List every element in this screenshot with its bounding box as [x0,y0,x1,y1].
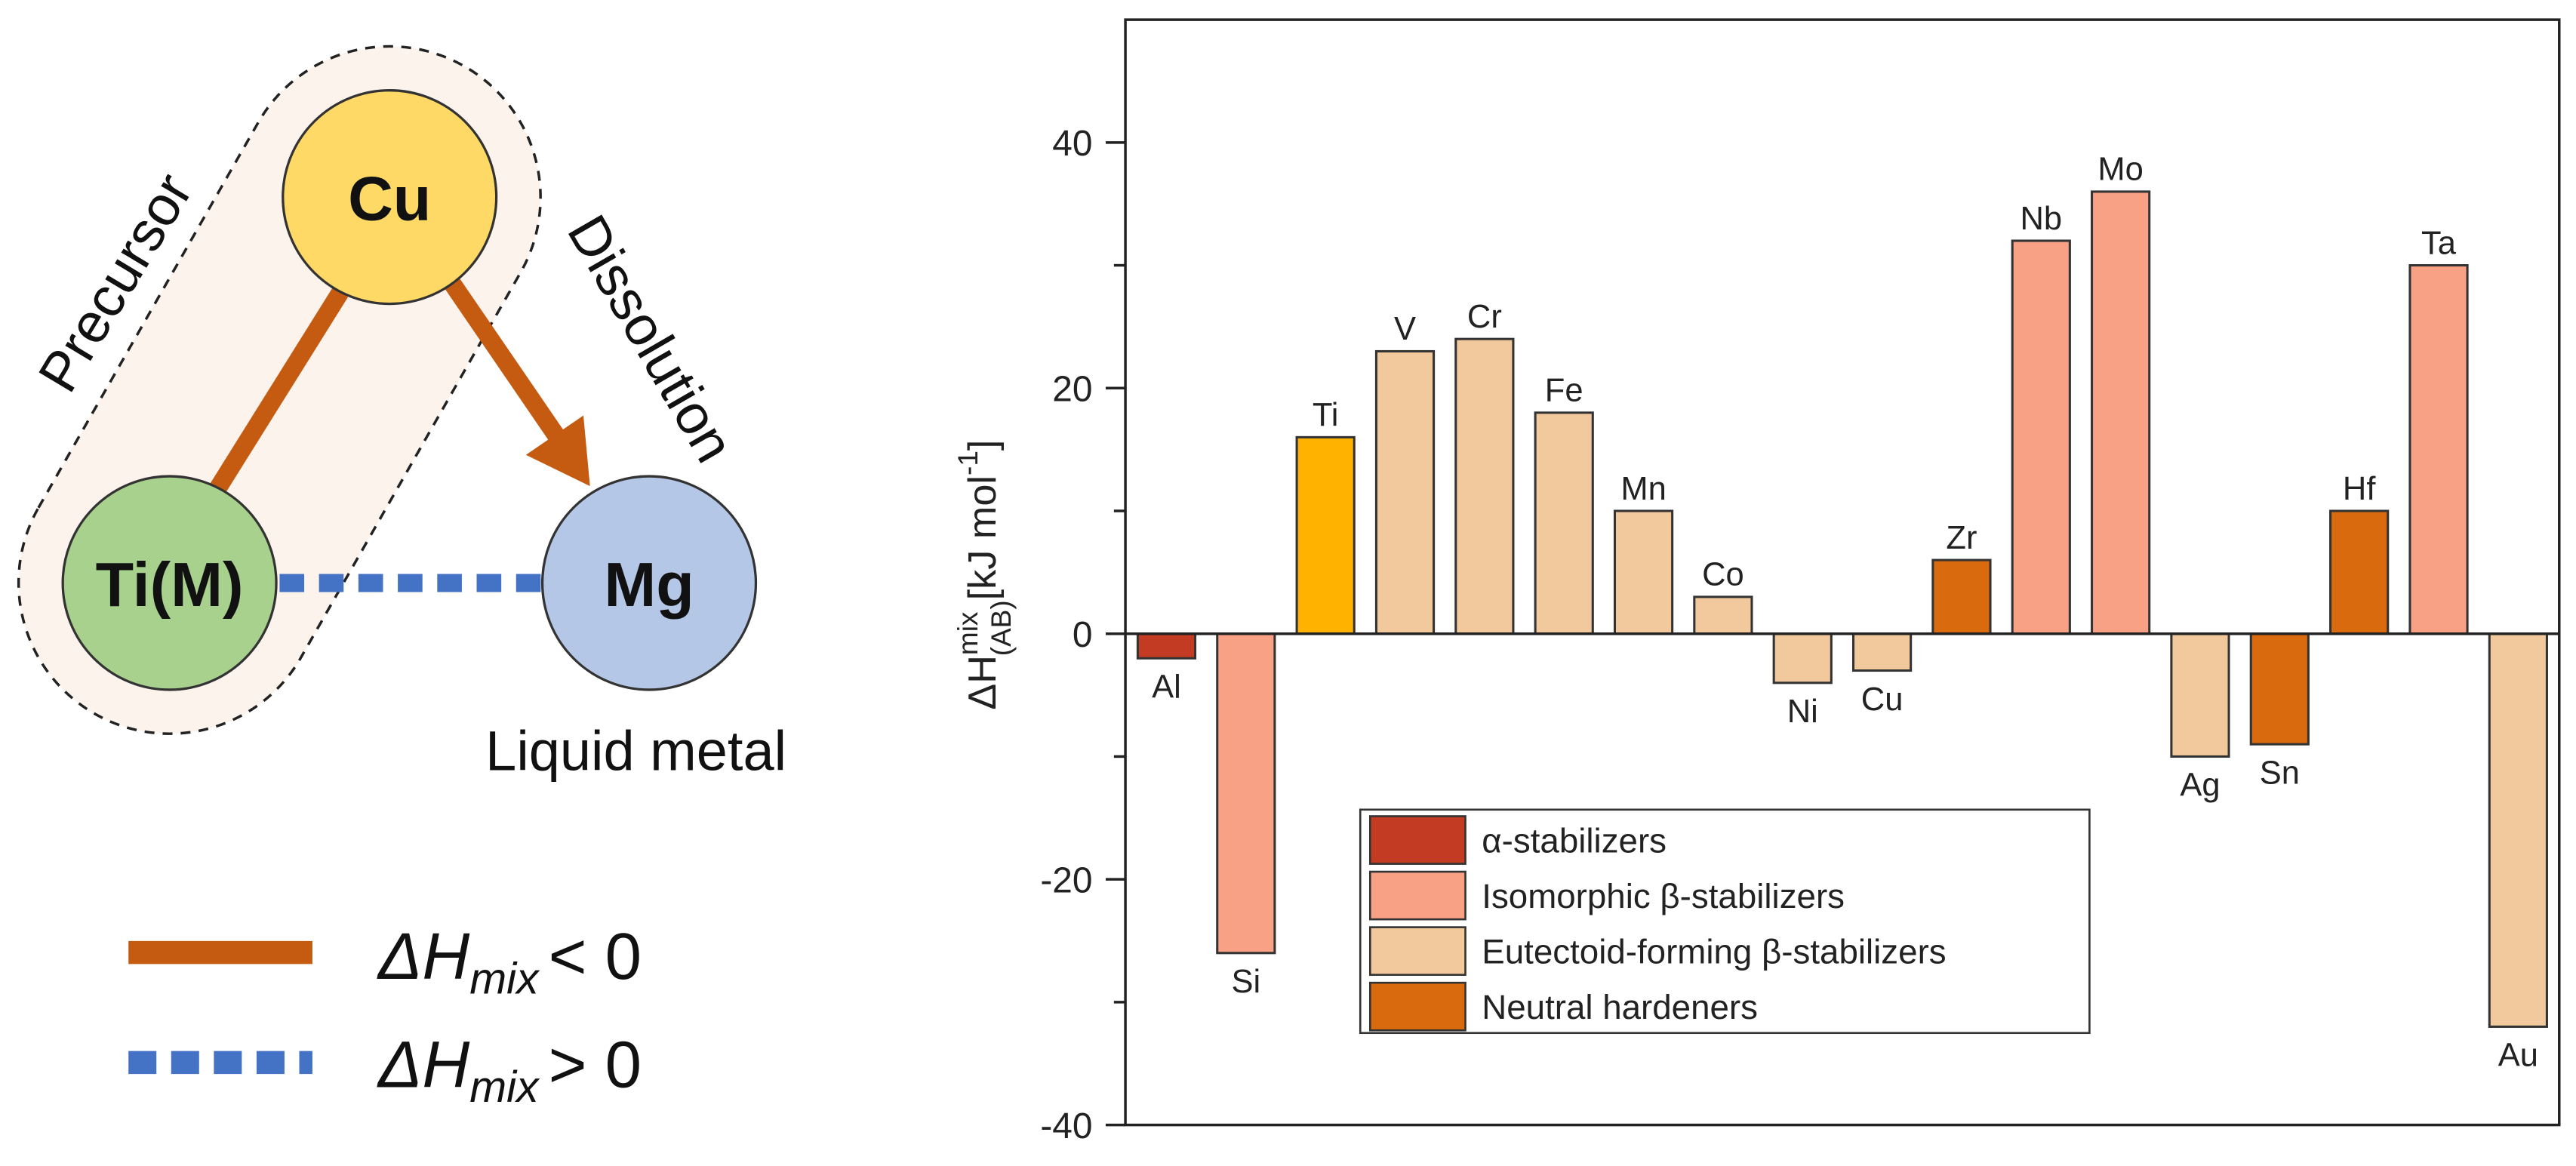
bar-label-Ag: Ag [2180,768,2220,804]
liquid-metal-label: Liquid metal [485,720,786,783]
cu-mg-arrow-shaft [442,275,565,442]
y-axis-label-symbol: ΔH [961,655,1005,710]
positive-subscript: mix [469,1063,540,1112]
y-tick-label-40: 40 [1052,124,1092,164]
mg-node [540,475,758,691]
bar-Au [2488,632,2548,1028]
bar-Cu [1851,632,1913,672]
bar-label-Ta: Ta [2421,225,2457,261]
chart-legend: α-stabilizers Isomorphic β-stabilizers Eut… [1359,808,2091,1035]
bar-Mo [2091,190,2151,635]
y-tick-label-0: 0 [1073,615,1093,655]
legend-label-neutral: Neutral hardeners [1482,988,1758,1026]
cu-node-label: Cu [348,164,431,234]
legend-swatch-isomorphic [1368,870,1467,921]
negative-mixing-legend-text: ΔHmix < 0 [377,920,642,1004]
cu-ti-bond [209,287,349,494]
bar-label-V: V [1394,311,1416,347]
bar-label-Fe: Fe [1545,373,1583,409]
bar-Sn [2249,632,2310,746]
bar-chart: ΔHmix (AB)[kJ mol-1] -40 -20 0 20 40 Al Si Ti V C… [953,18,2561,1146]
y-axis-label-unit-close: ] [961,440,1005,451]
positive-mixing-legend-text: ΔHmix > 0 [377,1029,642,1112]
bar-Fe [1534,411,1594,635]
bar-Ni [1772,632,1833,685]
legend-label-eutectoid: Eutectoid-forming β-stabilizers [1482,932,1946,971]
negative-relation: < 0 [549,920,642,993]
bar-label-Ni: Ni [1787,694,1818,730]
chart-legend-box [1359,808,2091,1035]
y-axis-label: ΔHmix (AB)[kJ mol-1] [953,440,1017,710]
bar-label-Nb: Nb [2020,201,2062,237]
bar-Cr [1454,337,1515,635]
precursor-region [17,45,542,735]
bar-Hf [2329,509,2390,635]
y-tick-label--20: -20 [1040,861,1092,901]
bar-Ta [2408,264,2469,635]
bar-Ti [1295,435,1356,635]
bar-label-Mo: Mo [2097,152,2143,188]
bar-label-Al: Al [1152,669,1181,705]
bar-label-Sn: Sn [2260,755,2300,791]
bar-V [1374,349,1436,635]
legend-swatch-alpha [1368,815,1467,865]
legend-label-alpha: α-stabilizers [1482,821,1667,860]
y-axis-label-superscript: mix [953,611,983,655]
bar-label-Si: Si [1231,964,1260,1000]
y-axis-label-subscript: (AB) [986,600,1017,656]
plot-frame [1124,18,2561,1127]
positive-symbol: ΔH [377,1029,469,1102]
cu-mg-arrow-head [525,415,590,487]
ti-node-label: Ti(M) [96,549,244,620]
y-axis-label-unit-superscript: -1 [953,451,983,475]
bar-label-Zr: Zr [1946,520,1977,556]
bar-Nb [2011,239,2071,635]
legend-swatch-eutectoid [1368,926,1467,977]
legend-swatch-neutral [1368,981,1467,1032]
bar-label-Co: Co [1702,557,1744,593]
bar-Al [1136,632,1197,660]
y-tick-label-20: 20 [1052,370,1092,410]
legend-label-isomorphic: Isomorphic β-stabilizers [1482,877,1845,915]
positive-relation: > 0 [549,1029,642,1102]
bar-Mn [1613,509,1674,635]
bar-Si [1216,632,1276,955]
bar-label-Ti: Ti [1313,397,1339,433]
bar-label-Au: Au [2498,1038,2538,1074]
diagram-legend: ΔHmix < 0 ΔHmix > 0 [128,920,642,1112]
bar-label-Mn: Mn [1620,471,1666,507]
bar-Co [1693,595,1753,635]
y-tick-label--40: -40 [1040,1106,1092,1146]
bar-label-Cr: Cr [1467,299,1502,335]
mg-node-label: Mg [604,549,694,620]
bar-Ag [2170,632,2230,758]
negative-subscript: mix [469,955,540,1004]
bar-label-Cu: Cu [1861,681,1904,718]
plot-area: Al Si Ti V Cr Fe Mn Co Ni Cu Zr Nb Mo Ag Sn Hf Ta Au [1125,152,2559,1074]
ti-node [61,475,278,691]
y-axis-label-unit: [kJ mol [961,475,1005,600]
bar-label-Hf: Hf [2343,471,2376,507]
cu-node [282,89,498,306]
mixing-diagram: Cu Ti(M) Mg Precursor Dissolution Liquid… [17,45,786,1112]
negative-symbol: ΔH [377,920,469,993]
y-axis-ticks: -40 -20 0 20 40 [1040,124,1126,1146]
bar-Zr [1931,558,1992,635]
